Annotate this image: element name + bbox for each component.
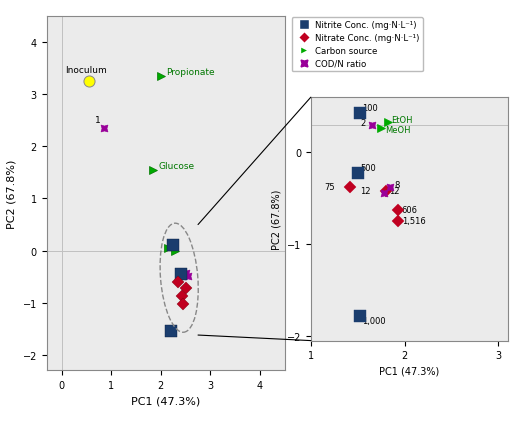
- Text: MeOH: MeOH: [385, 126, 410, 135]
- X-axis label: PC1 (47.3%): PC1 (47.3%): [379, 366, 439, 376]
- Text: Propionate: Propionate: [166, 68, 214, 77]
- Text: 606: 606: [402, 205, 418, 215]
- Y-axis label: PC2 (67.8%): PC2 (67.8%): [271, 189, 281, 250]
- Text: EtOH: EtOH: [392, 116, 413, 125]
- Text: 8: 8: [394, 181, 399, 190]
- Text: 500: 500: [361, 164, 376, 173]
- Text: 12: 12: [361, 186, 371, 195]
- Text: 1,516: 1,516: [402, 216, 425, 225]
- Text: Inoculum: Inoculum: [65, 66, 107, 75]
- X-axis label: PC1 (47.3%): PC1 (47.3%): [131, 396, 200, 406]
- Text: Glucose: Glucose: [159, 161, 194, 170]
- Text: 100: 100: [363, 104, 378, 113]
- Text: 75: 75: [324, 183, 335, 192]
- Y-axis label: PC2 (67.8%): PC2 (67.8%): [7, 159, 17, 228]
- Text: 12: 12: [388, 186, 399, 195]
- Text: 1,000: 1,000: [363, 317, 386, 325]
- Text: 2: 2: [361, 118, 366, 127]
- Legend: Nitrite Conc. (mg·N·L⁻¹), Nitrate Conc. (mg·N·L⁻¹), Carbon source, COD/N ratio: Nitrite Conc. (mg·N·L⁻¹), Nitrate Conc. …: [292, 18, 423, 72]
- Text: 1: 1: [95, 115, 100, 124]
